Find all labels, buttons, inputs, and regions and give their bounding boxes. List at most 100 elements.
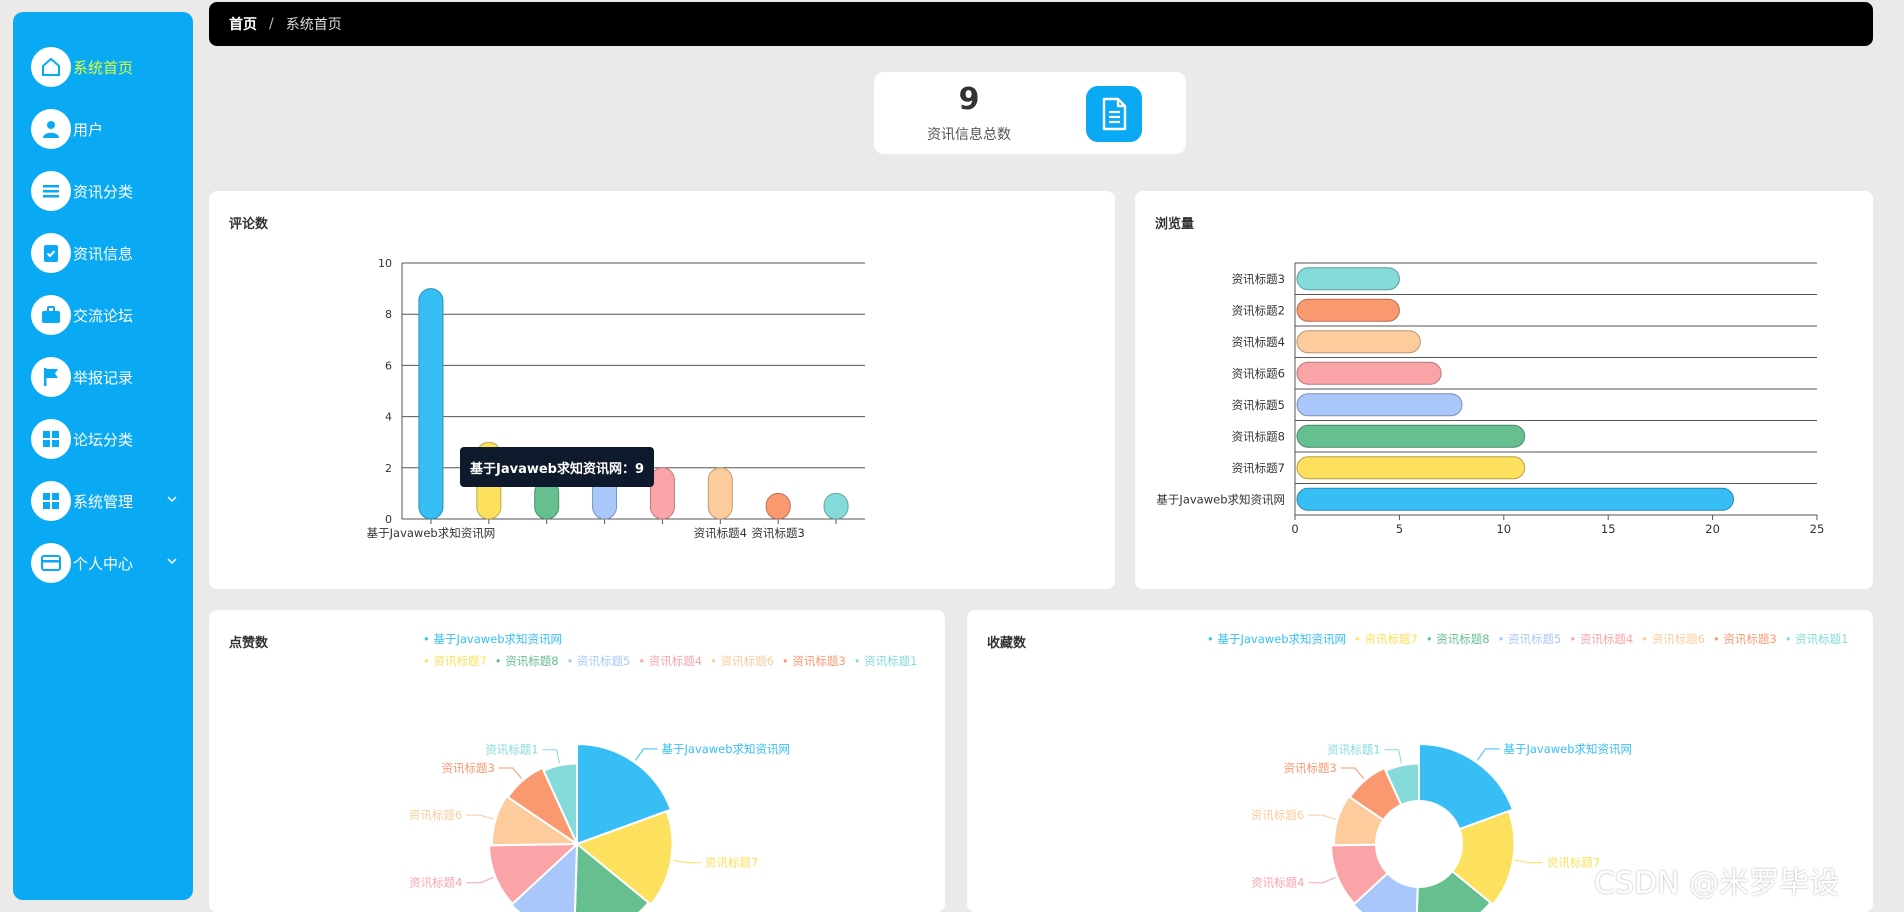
comments-chart-panel: 评论数 0 2 4 6 8 10 基于Javaweb求知资讯网 资讯标题3 资讯标题4: [209, 191, 1115, 589]
y-tick-label: 0: [385, 513, 392, 526]
pie-slice: [542, 762, 578, 845]
legend-item[interactable]: 基于Javaweb求知资讯网: [1207, 632, 1346, 646]
document-icon: [1086, 86, 1142, 142]
breadcrumb-home-link[interactable]: 首页: [229, 17, 257, 33]
legend-item[interactable]: 资讯标题3: [782, 654, 846, 668]
pie-label: 资讯标题4: [409, 876, 462, 890]
legend-item[interactable]: 资讯标题5: [567, 654, 631, 668]
sidebar-item-forum-category[interactable]: 论坛分类: [13, 408, 193, 470]
home-icon: [31, 47, 71, 87]
chevron-down-icon[interactable]: [165, 492, 179, 506]
views-bar-chart[interactable]: 资讯标题3 资讯标题2 资讯标题4 资讯标题6 资讯标题5 资讯标题8 资讯标题7 基于Jav…: [1135, 191, 1873, 589]
sidebar-item-system-admin[interactable]: 系统管理: [13, 470, 193, 532]
y-tick-label: 资讯标题3: [1232, 272, 1285, 286]
breadcrumb: 首页 / 系统首页: [209, 2, 1873, 46]
y-tick-label: 资讯标题6: [1232, 366, 1285, 380]
x-tick-label: 10: [1496, 522, 1511, 536]
y-tick-label: 6: [385, 359, 392, 372]
y-tick-label: 资讯标题7: [1232, 461, 1285, 475]
pie-label: 资讯标题4: [1251, 876, 1304, 890]
likes-chart-panel: 点赞数 基于Javaweb求知资讯网资讯标题7资讯标题8资讯标题5资讯标题4资讯…: [209, 610, 945, 912]
pie-slice: [1418, 742, 1515, 831]
legend-item[interactable]: 资讯标题4: [638, 654, 702, 668]
pie-label: 资讯标题7: [705, 856, 758, 870]
pie-label-line: [635, 748, 658, 761]
legend-item[interactable]: 资讯标题7: [423, 654, 487, 668]
pie-label-line: [1308, 814, 1336, 820]
bar: [649, 467, 675, 520]
legend-item[interactable]: 基于Javaweb求知资讯网: [423, 632, 562, 646]
legend-item[interactable]: 资讯标题5: [1498, 632, 1562, 646]
bar: [1296, 487, 1734, 511]
sidebar-item-personal-center[interactable]: 个人中心: [13, 532, 193, 594]
y-tick-label: 资讯标题2: [1232, 303, 1285, 317]
pie-slice: [491, 794, 581, 847]
x-tick-label: 0: [1291, 522, 1298, 536]
y-tick-label: 10: [378, 257, 392, 270]
pie-label-line: [1308, 877, 1336, 884]
chart-tooltip: 基于Javaweb求知资讯网：9: [460, 447, 655, 487]
bar: [1296, 361, 1442, 385]
sidebar-item-forum[interactable]: 交流论坛: [13, 284, 193, 346]
bar: [1296, 456, 1526, 480]
flag-icon: [31, 357, 71, 397]
pie-label: 基于Javaweb求知资讯网: [661, 742, 790, 756]
sidebar-item-news-info[interactable]: 资讯信息: [13, 222, 193, 284]
stat-value: 9: [958, 82, 980, 117]
bar: [823, 492, 849, 520]
stat-label: 资讯信息总数: [927, 127, 1011, 143]
pie-label-line: [1340, 767, 1365, 780]
legend-item[interactable]: 资讯标题6: [1641, 632, 1705, 646]
stat-card-news-total: 9 资讯信息总数: [874, 72, 1186, 154]
legend-item[interactable]: 资讯标题1: [854, 654, 918, 668]
grid-icon: [31, 419, 71, 459]
breadcrumb-current: 系统首页: [285, 17, 342, 33]
pie-label: 资讯标题6: [1251, 808, 1304, 822]
pie-slice: [1450, 809, 1516, 906]
bar: [765, 492, 791, 520]
pie-slice: [1384, 762, 1420, 807]
sidebar-item-label: 资讯信息: [73, 244, 134, 263]
legend-item[interactable]: 资讯标题7: [1354, 632, 1418, 646]
sidebar-item-label: 系统管理: [73, 492, 134, 511]
x-tick-label: 资讯标题3: [752, 526, 805, 540]
comments-bar-chart[interactable]: 0 2 4 6 8 10 基于Javaweb求知资讯网 资讯标题3 资讯标题4: [209, 191, 1115, 589]
sidebar-item-label: 资讯分类: [73, 182, 134, 201]
legend-item[interactable]: 资讯标题4: [1569, 632, 1633, 646]
sidebar-item-user[interactable]: 用户: [13, 98, 193, 160]
legend-item[interactable]: 资讯标题3: [1713, 632, 1777, 646]
pie-label-line: [542, 749, 561, 764]
pie-slice: [506, 766, 580, 847]
sidebar-item-news-category[interactable]: 资讯分类: [13, 160, 193, 222]
legend-item[interactable]: 资讯标题8: [1426, 632, 1490, 646]
legend-item[interactable]: 资讯标题8: [495, 654, 559, 668]
pie-slice: [1348, 766, 1403, 822]
pie-label: 资讯标题6: [409, 808, 462, 822]
views-chart-title: 浏览量: [1155, 217, 1195, 232]
y-tick-label: 基于Javaweb求知资讯网: [1156, 492, 1285, 506]
y-tick-label: 资讯标题4: [1232, 335, 1285, 349]
pie-label: 资讯标题3: [1283, 761, 1336, 775]
card-icon: [31, 543, 71, 583]
pie-label-line: [673, 859, 701, 864]
x-tick-label: 资讯标题4: [694, 526, 747, 540]
y-tick-label: 资讯标题8: [1232, 429, 1285, 443]
favorites-chart-panel: 收藏数 基于Javaweb求知资讯网资讯标题7资讯标题8资讯标题5资讯标题4资讯…: [967, 610, 1873, 912]
y-tick-label: 资讯标题5: [1232, 398, 1285, 412]
pie-slice: [1351, 871, 1419, 912]
legend-item[interactable]: 资讯标题1: [1785, 632, 1849, 646]
pie-slice: [575, 809, 674, 906]
user-icon: [31, 109, 71, 149]
legend-item[interactable]: 资讯标题6: [710, 654, 774, 668]
sidebar-item-home[interactable]: 系统首页: [13, 36, 193, 98]
bar: [1296, 298, 1400, 322]
chevron-down-icon[interactable]: [165, 554, 179, 568]
sidebar-item-reports[interactable]: 举报记录: [13, 346, 193, 408]
y-tick-label: 4: [385, 411, 392, 424]
bar: [1296, 330, 1421, 354]
bar: [1296, 393, 1463, 417]
